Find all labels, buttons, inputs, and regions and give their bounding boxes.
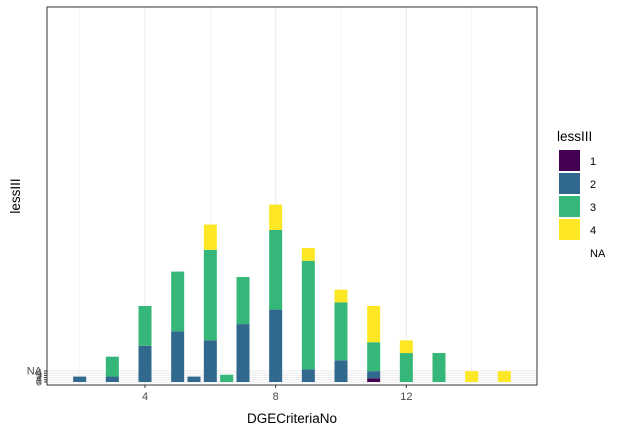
bars xyxy=(73,204,511,382)
x-axis-ticks: 4 8 12 xyxy=(142,385,412,403)
bar-segment xyxy=(187,376,201,382)
x-tick-label: 12 xyxy=(400,391,412,403)
bar-segment xyxy=(203,224,217,250)
legend-label: 3 xyxy=(590,202,596,214)
bar-segment xyxy=(367,378,381,382)
legend-label: NA xyxy=(590,248,606,260)
bar-segment xyxy=(105,356,119,377)
bar-segment xyxy=(138,305,152,346)
bar-segment xyxy=(301,369,315,382)
panel-border xyxy=(46,6,538,386)
bar-segment xyxy=(236,277,250,325)
bar-segment xyxy=(367,371,381,379)
legend-label: 2 xyxy=(590,179,596,191)
bar-segment xyxy=(367,342,381,372)
legend-label: 1 xyxy=(590,156,596,168)
bar-segment xyxy=(334,302,348,361)
bar-segment xyxy=(367,305,381,343)
legend: lessIII 1 2 3 4 NA xyxy=(557,129,606,260)
bar-segment xyxy=(203,249,217,341)
bar-segment xyxy=(171,331,185,382)
bar-segment xyxy=(220,374,234,382)
y-tick-label: 2 xyxy=(36,372,42,384)
y-tick-label: 3 xyxy=(36,370,42,382)
bar-segment xyxy=(334,360,348,382)
bar-segment xyxy=(301,248,315,261)
bar-segment xyxy=(171,271,185,332)
y-axis-title: lessIII xyxy=(8,178,23,213)
panel-background xyxy=(47,7,537,385)
bar-segment xyxy=(432,353,446,382)
y-tick-label: 0 xyxy=(36,377,42,389)
bar-segment xyxy=(399,340,413,354)
bar-segment xyxy=(399,353,413,382)
bar-segment xyxy=(465,371,479,382)
bar-segment xyxy=(269,309,283,382)
legend-key xyxy=(559,173,580,194)
bar-segment xyxy=(236,324,250,382)
grid xyxy=(47,7,537,385)
y-tick-label: 4 xyxy=(36,368,42,380)
bar-segment xyxy=(334,289,348,303)
bar-segment xyxy=(269,204,283,230)
bar-segment xyxy=(105,376,119,382)
bar-segment xyxy=(138,345,152,382)
bar-segment xyxy=(301,260,315,370)
x-tick-label: 4 xyxy=(142,391,148,403)
bar-segment xyxy=(73,376,87,382)
legend-title: lessIII xyxy=(557,129,592,144)
legend-key xyxy=(559,196,580,217)
legend-label: 4 xyxy=(590,225,596,237)
y-tick-label: NA xyxy=(27,366,43,378)
legend-key xyxy=(559,219,580,240)
x-axis-title: DGECriteriaNo xyxy=(247,411,337,426)
y-tick-label: 1 xyxy=(36,374,42,386)
bar-segment xyxy=(497,371,511,382)
bar-segment xyxy=(269,229,283,310)
x-tick-label: 8 xyxy=(273,391,279,403)
bar-segment xyxy=(203,340,217,382)
legend-key xyxy=(559,150,580,171)
